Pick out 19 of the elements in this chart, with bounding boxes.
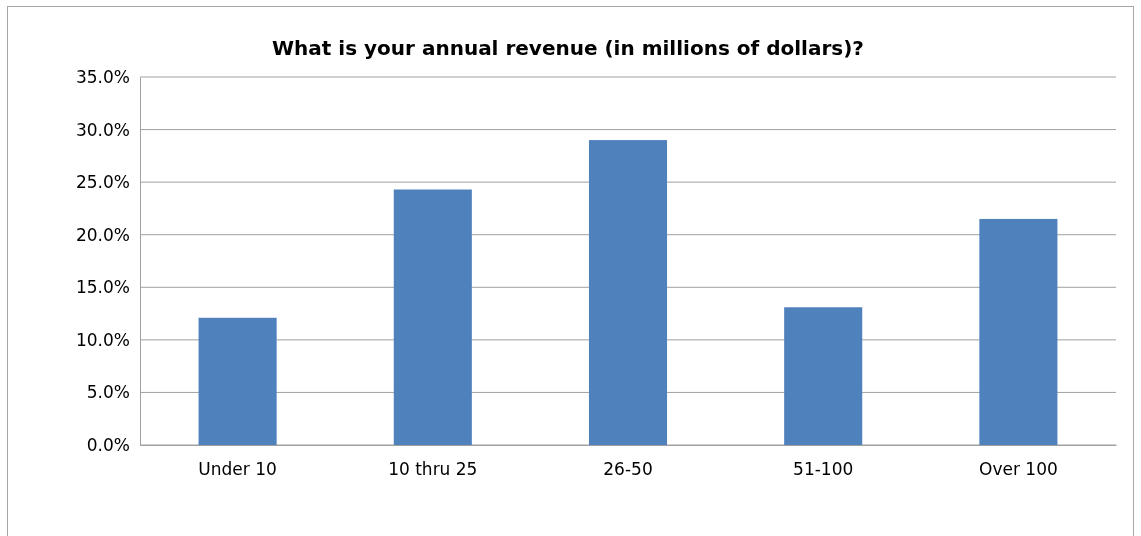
x-tick-label: 26-50 [603,459,653,480]
y-tick-label: 30.0% [75,119,130,140]
bar [784,307,863,445]
y-tick-label: 35.0% [75,66,130,87]
y-tick-label: 5.0% [86,382,130,403]
x-tick-label: Under 10 [198,459,277,480]
y-tick-label: 25.0% [75,172,130,193]
bar [588,140,668,445]
chart-title: What is your annual revenue (in millions of dollars)? [272,36,864,60]
y-tick-label: 0.0% [86,434,130,455]
bar [198,317,277,445]
bar [979,218,1058,445]
y-tick-label: 20.0% [75,224,130,245]
y-tick-label: 15.0% [75,277,130,298]
x-tick-label: 51-100 [793,459,854,480]
bar [393,189,472,445]
x-tick-label: Over 100 [979,459,1058,480]
y-tick-label: 10.0% [75,329,130,350]
x-tick-label: 10 thru 25 [388,459,478,480]
